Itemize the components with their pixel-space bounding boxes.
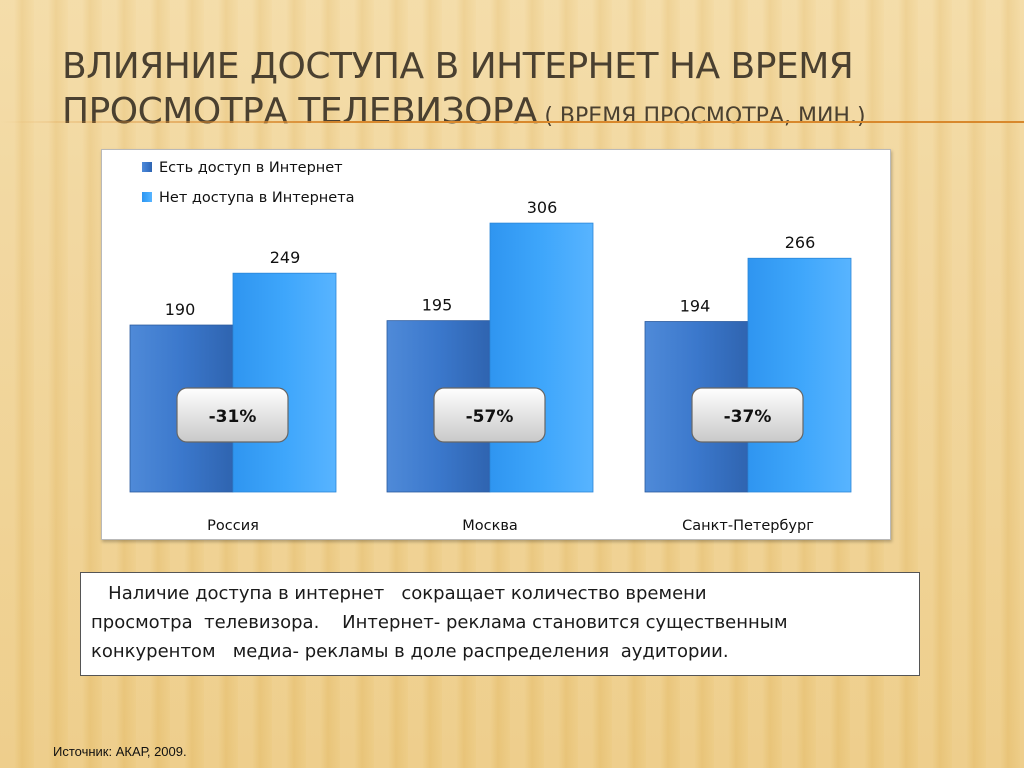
bar-1-1 [489,222,594,493]
annotation-pill-2 [691,387,804,443]
title-line-2: просмотра телевизора ( время просмотра, … [62,89,1002,139]
annotation-label-1: -57% [466,407,514,427]
conclusion-note: Наличие доступа в интернет сокращает кол… [80,572,920,676]
legend-swatch-0 [142,162,152,172]
data-label-2-0: 194 [680,297,711,316]
data-label-0-1: 249 [270,248,301,267]
legend-label-1: Нет доступа в Интернета [159,190,355,206]
data-label-2-1: 266 [785,233,816,252]
category-label-1: Москва [462,518,518,534]
category-label-0: Россия [207,518,259,534]
slide-title: Влияние доступа в Интернет на время прос… [62,44,1002,139]
title-subtitle: ( время просмотра, мин.) [537,104,866,129]
annotation-label-0: -31% [209,407,257,427]
title-line-2-main: просмотра телевизора [62,91,538,132]
category-label-2: Санкт-Петербург [682,518,814,534]
legend-label-0: Есть доступ в Интернет [159,160,343,176]
title-line-1: Влияние доступа в Интернет на время [62,46,854,87]
annotation-pill-1 [433,387,546,443]
bar-chart: Есть доступ в Интернет Нет доступа в Инте… [129,160,852,534]
data-label-0-0: 190 [165,300,196,319]
data-label-1-1: 306 [527,198,558,217]
title-underline [0,121,1024,123]
bar-0-1 [232,272,337,493]
legend-swatch-1 [142,192,152,202]
annotation-label-2: -37% [724,407,772,427]
chart-frame: Есть доступ в Интернет Нет доступа в Инте… [101,149,891,540]
annotation-pill-0 [176,387,289,443]
source-citation: Источник: АКАР, 2009. [53,744,187,759]
bar-2-1 [747,257,852,493]
data-label-1-0: 195 [422,296,453,315]
